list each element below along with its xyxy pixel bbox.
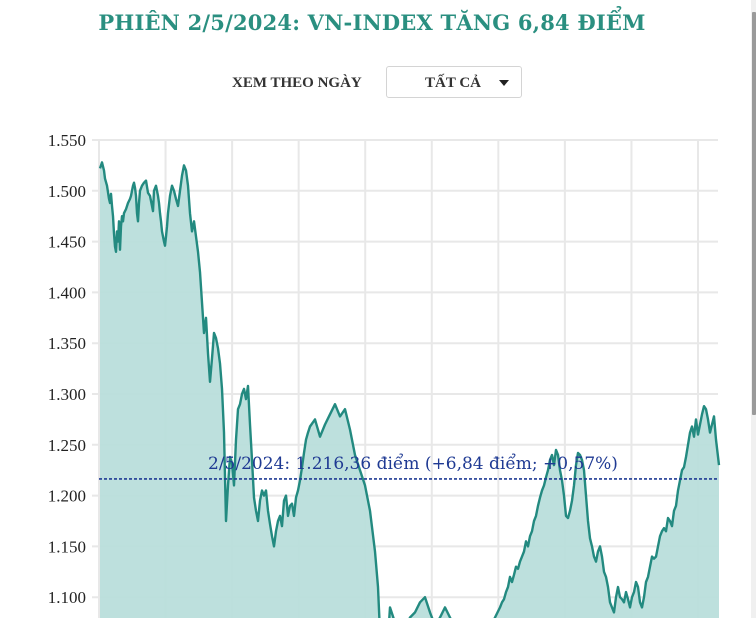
y-tick-label: 1.400 (48, 283, 86, 302)
caret-down-icon (499, 80, 509, 86)
latest-value-annotation: 2/5/2024: 1.216,36 điểm (+6,84 điểm; +0,… (208, 454, 618, 474)
filter-label: XEM THEO NGÀY (232, 75, 362, 91)
y-tick-label: 1.100 (48, 588, 86, 607)
y-axis: 1.550 1.500 1.450 1.400 1.350 1.300 1.250 1.200… (48, 131, 86, 607)
vn-index-area-chart: 1.550 1.500 1.450 1.400 1.350 1.300 1.250 1.200… (48, 131, 721, 618)
chart-title: PHIÊN 2/5/2024: VN-INDEX TĂNG 6,84 ĐIỂM (98, 10, 646, 35)
y-tick-label: 1.300 (48, 385, 86, 404)
date-range-dropdown[interactable]: TẤT CẢ (386, 66, 522, 98)
y-tick-label: 1.500 (48, 182, 86, 201)
dropdown-selected-value: TẤT CẢ (425, 75, 481, 91)
y-tick-label: 1.350 (48, 334, 86, 353)
scrollbar-thumb[interactable] (752, 12, 756, 415)
y-tick-label: 1.150 (48, 537, 86, 556)
y-tick-label: 1.200 (48, 487, 86, 506)
data-line (98, 161, 721, 618)
y-tick-label: 1.450 (48, 233, 86, 252)
y-tick-label: 1.550 (48, 131, 86, 150)
vertical-scrollbar[interactable] (751, 0, 756, 618)
y-tick-label: 1.250 (48, 436, 86, 455)
date-filter: XEM THEO NGÀY TẤT CẢ (0, 66, 756, 100)
